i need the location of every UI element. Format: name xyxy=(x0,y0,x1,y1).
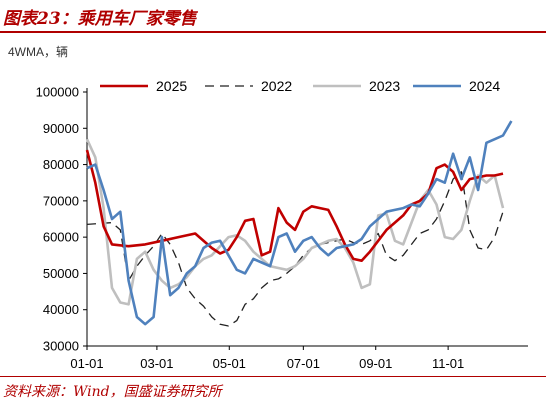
unit-label: 4WMA，辆 xyxy=(8,45,68,59)
x-tick-label: 01-01 xyxy=(70,356,103,371)
title-divider xyxy=(0,31,546,33)
y-tick-label: 70000 xyxy=(43,193,79,208)
y-tick-label: 40000 xyxy=(43,302,79,317)
source-note: 资料来源：Wind，国盛证券研究所 xyxy=(3,384,222,400)
figure-header: 图表23：乘用车厂家零售 xyxy=(0,0,546,34)
line-chart: 4WMA，辆 30000 40000 50000 60000 70000 80000 9000… xyxy=(8,45,528,371)
series-line-2024 xyxy=(86,120,513,326)
y-tick-label: 90000 xyxy=(43,121,79,136)
y-tick-label: 60000 xyxy=(43,230,79,245)
y-tick-label: 50000 xyxy=(43,266,79,281)
y-tick-label: 80000 xyxy=(43,157,79,172)
x-tick-label: 07-01 xyxy=(287,356,320,371)
legend-label-2023: 2023 xyxy=(369,78,400,94)
legend-label-2025: 2025 xyxy=(156,78,187,94)
legend-label-2022: 2022 xyxy=(261,78,292,94)
series-line-2022 xyxy=(86,171,504,327)
figure-title: 图表23：乘用车厂家零售 xyxy=(3,9,197,29)
x-tick-label: 09-01 xyxy=(359,356,392,371)
x-tick-label: 11-01 xyxy=(432,356,464,371)
legend-label-2024: 2024 xyxy=(469,78,500,94)
y-tick-label: 100000 xyxy=(36,85,79,100)
series-line-2023 xyxy=(85,138,505,306)
y-tick-label: 30000 xyxy=(43,339,79,354)
series-line-2025 xyxy=(85,149,504,262)
x-tick-label: 03-01 xyxy=(140,356,173,371)
footer-divider xyxy=(0,376,546,377)
x-tick-label: 05-01 xyxy=(213,356,246,371)
